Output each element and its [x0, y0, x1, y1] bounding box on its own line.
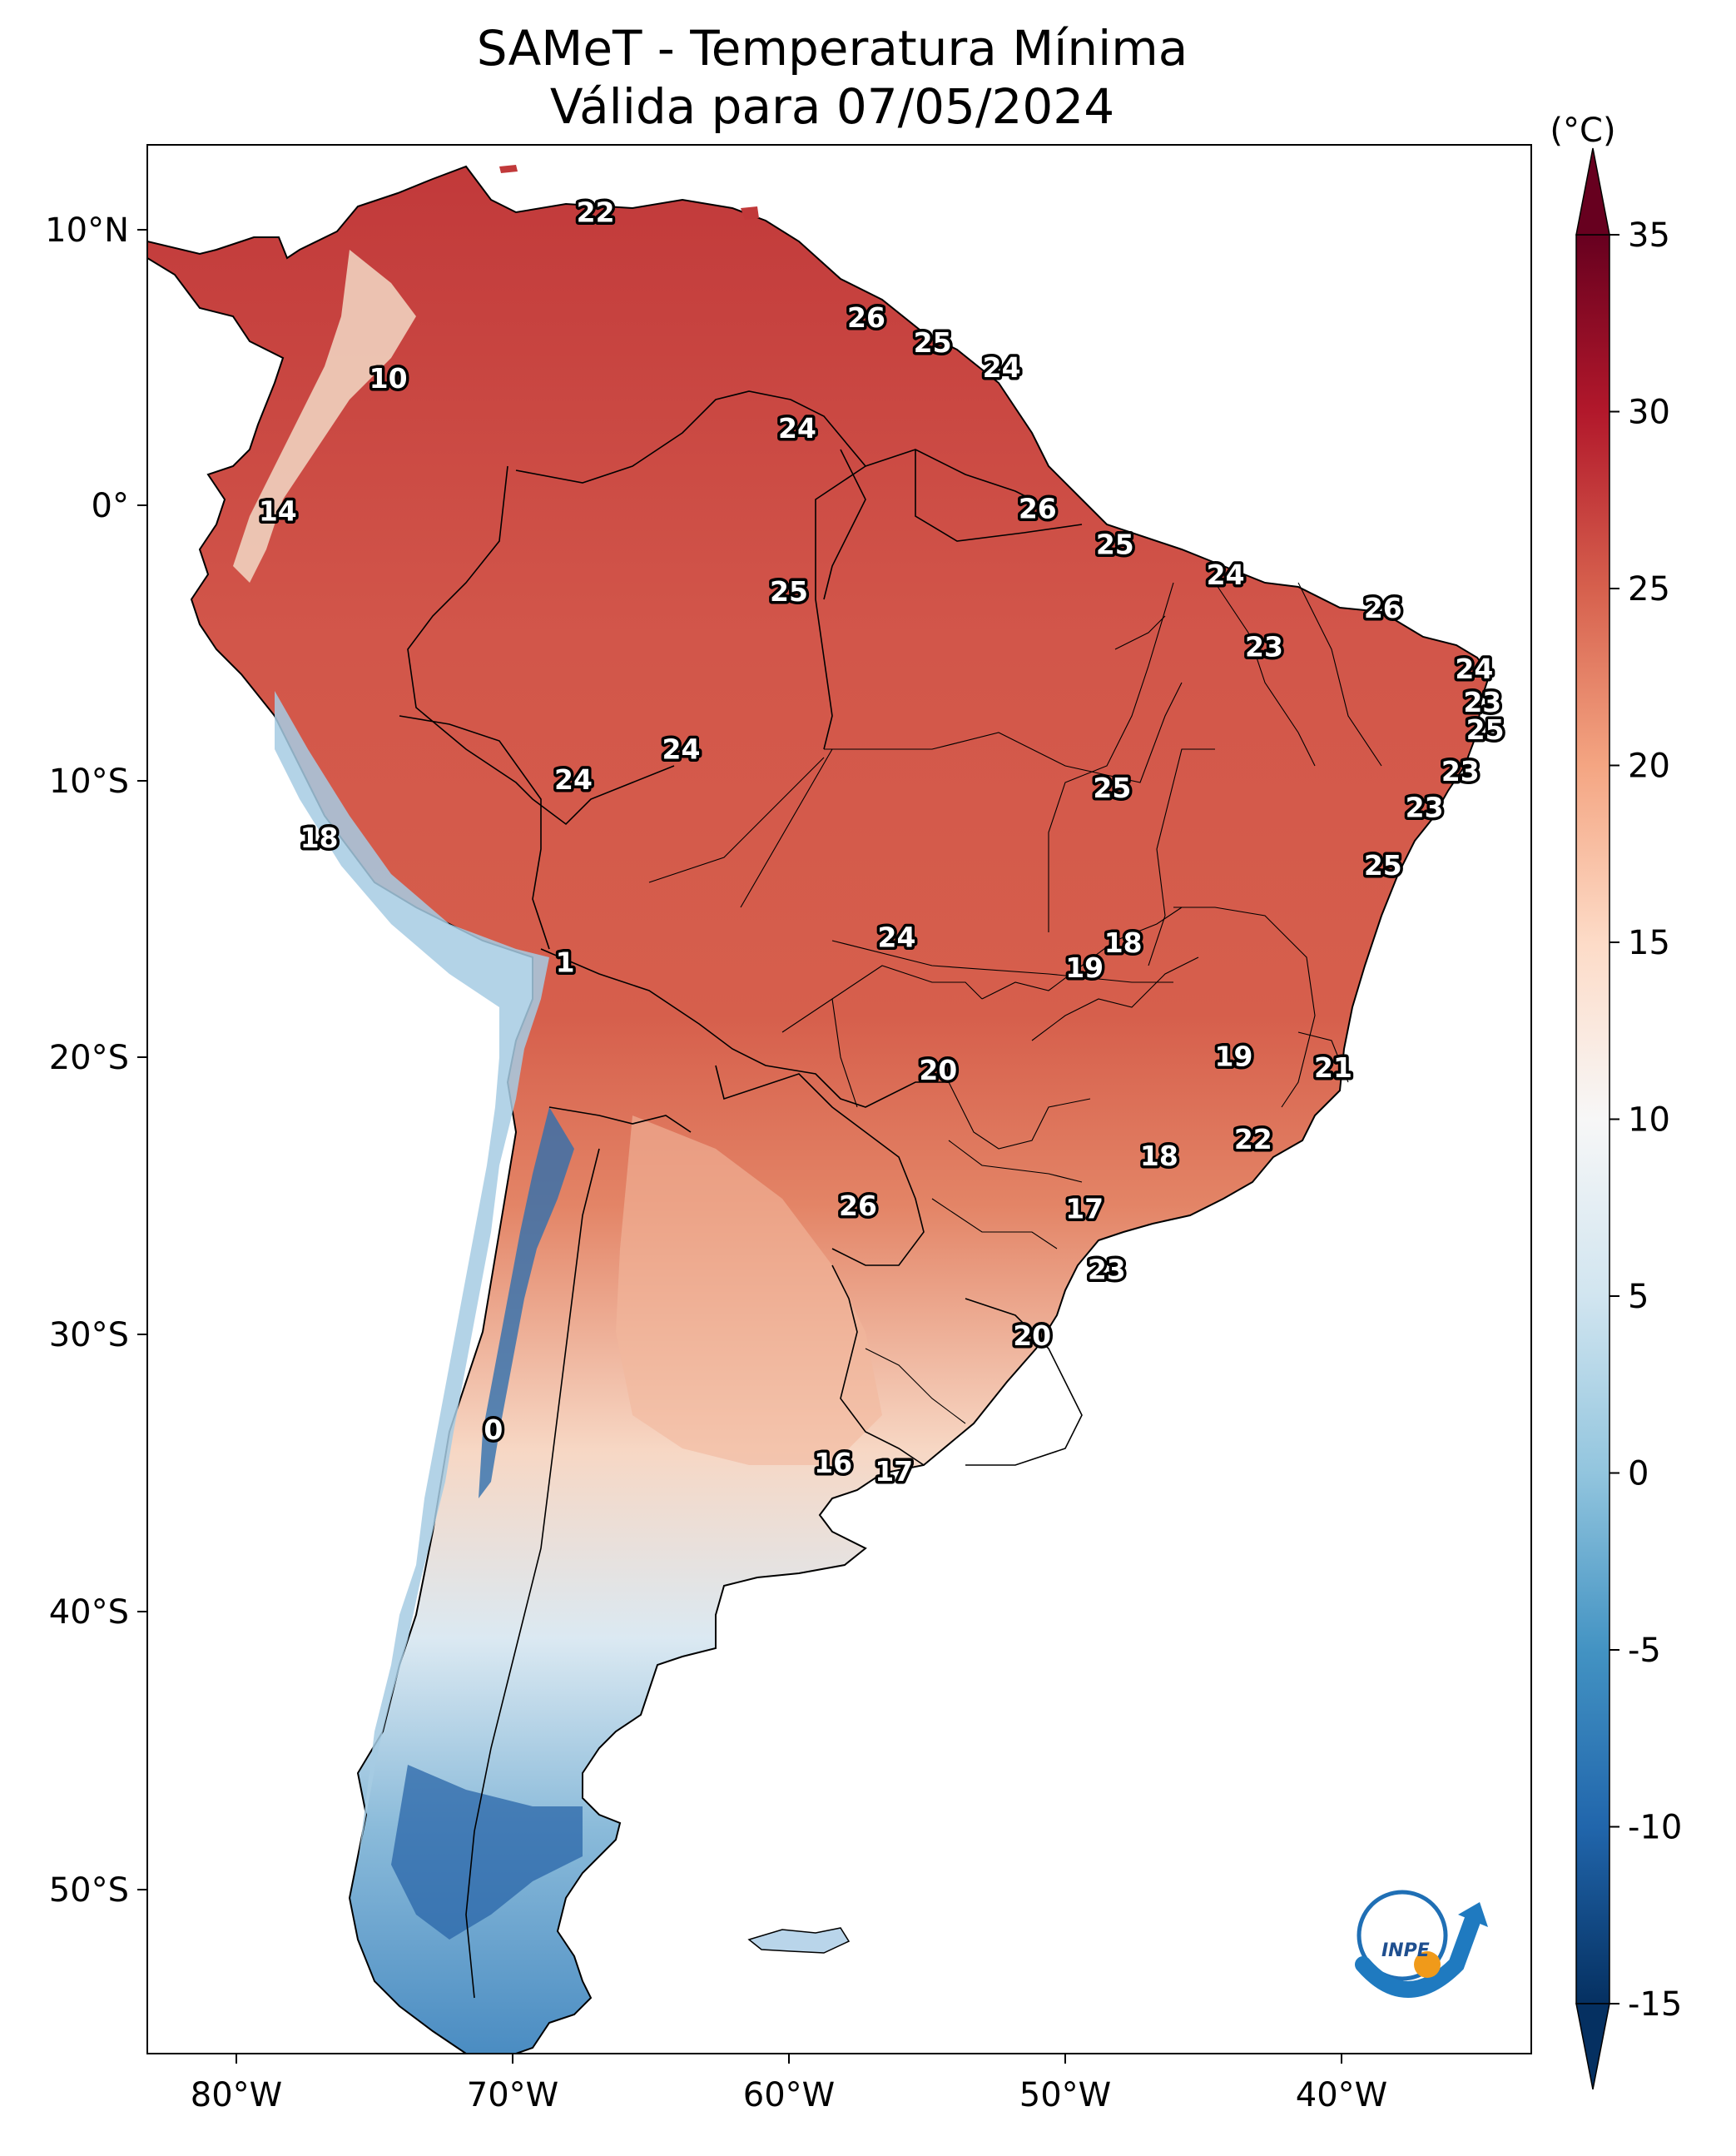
station-label: 20: [1013, 1319, 1051, 1352]
station-label: 23: [1463, 686, 1501, 718]
station-label: 0: [484, 1413, 503, 1446]
station-label: 14: [259, 495, 297, 528]
lat-label: 30°S: [49, 1316, 129, 1354]
colorbar-tick-label: 15: [1628, 924, 1670, 962]
map-title: SAMeT - Temperatura Mínima: [477, 20, 1188, 77]
station-label: 25: [914, 326, 952, 359]
station-label: 24: [554, 763, 593, 796]
lat-label: 20°S: [49, 1039, 129, 1077]
station-label: 22: [577, 196, 615, 229]
station-label: 25: [1364, 849, 1402, 882]
station-label: 24: [878, 922, 916, 954]
station-label: 19: [1215, 1041, 1253, 1073]
colorbar-tick-label: 30: [1628, 394, 1670, 432]
station-label: 1: [556, 946, 575, 979]
colorbar-min-extend: [1575, 2003, 1610, 2090]
colorbar-tick-label: -10: [1628, 1809, 1682, 1847]
inpe-logo-text: INPE: [1381, 1940, 1430, 1961]
colorbar-ticks: 35 30 25 20 15 10 5 0 -5 -10 -15: [1610, 216, 1682, 2024]
station-label: 17: [875, 1455, 913, 1488]
argentina-warm-transition: [616, 1115, 882, 1465]
colombia-andes-cool: [233, 250, 416, 583]
andes-cool-band: [275, 691, 549, 1865]
station-label: 25: [1466, 713, 1505, 746]
colorbar-tick-label: 10: [1628, 1101, 1670, 1140]
station-label: 21: [1314, 1051, 1352, 1084]
lat-label: 10°S: [49, 763, 129, 801]
station-label: 26: [1364, 592, 1402, 624]
station-label: 24: [1455, 653, 1493, 685]
station-label: 24: [778, 412, 816, 445]
lon-label: 60°W: [743, 2076, 835, 2114]
colorbar: (°C) 35 30 25 20 15 10 5 0 -5 -10 -15: [1550, 112, 1682, 2090]
station-label: 23: [1406, 791, 1444, 823]
station-label: 26: [839, 1190, 877, 1222]
station-label: 16: [814, 1447, 852, 1479]
country-borders: [399, 390, 1083, 1999]
station-label: 24: [662, 733, 701, 766]
station-label: 23: [1245, 631, 1283, 663]
station-label: 22: [1234, 1123, 1272, 1155]
patagonia-cold-area: [391, 1765, 583, 1940]
station-label: 20: [919, 1054, 957, 1086]
colorbar-tick-label: 35: [1628, 216, 1670, 255]
station-label: 24: [983, 351, 1021, 384]
colorbar-max-extend: [1575, 147, 1610, 236]
station-label: 17: [1065, 1192, 1104, 1225]
lon-label: 80°W: [191, 2076, 282, 2114]
map-subtitle: Válida para 07/05/2024: [550, 78, 1114, 135]
colorbar-tick-label: 25: [1628, 570, 1670, 609]
state-borders: [648, 582, 1382, 1424]
station-label: 23: [1088, 1253, 1126, 1285]
station-label: 18: [1104, 926, 1143, 959]
colorbar-tick-label: 5: [1628, 1278, 1649, 1316]
station-label: 26: [1019, 492, 1057, 524]
lat-label: 40°S: [49, 1593, 129, 1632]
lat-axis: 10°N 0° 10°S 20°S 30°S 40°S 50°S: [45, 211, 147, 1910]
lon-label: 70°W: [467, 2076, 558, 2114]
station-label: 25: [770, 575, 808, 608]
lon-label: 40°W: [1296, 2076, 1387, 2114]
colorbar-tick-label: 20: [1628, 748, 1670, 786]
axes-border: [146, 144, 1532, 2054]
station-label: 10: [370, 362, 408, 395]
station-label: 24: [1207, 559, 1245, 591]
colorbar-unit: (°C): [1550, 112, 1615, 150]
station-label: 19: [1065, 951, 1104, 984]
lon-label: 50°W: [1019, 2076, 1111, 2114]
station-label: 25: [1093, 772, 1131, 804]
colorbar-tick-label: 0: [1628, 1455, 1649, 1493]
falkland-islands: [747, 1927, 851, 1954]
station-label: 18: [1140, 1140, 1178, 1172]
station-label: 26: [847, 301, 885, 334]
lon-axis: 80°W 70°W 60°W 50°W 40°W: [191, 2054, 1387, 2114]
station-label: 23: [1441, 755, 1480, 787]
lat-label: 0°: [92, 487, 129, 525]
colorbar-tick-label: -5: [1628, 1632, 1661, 1670]
station-label: 25: [1096, 529, 1134, 561]
andes-cold-core: [479, 1107, 574, 1498]
colorbar-tick-label: -15: [1628, 1985, 1682, 2024]
station-label: 18: [300, 822, 339, 854]
lat-label: 50°S: [49, 1871, 129, 1910]
lat-label: 10°N: [45, 211, 129, 250]
inpe-logo: INPE: [1355, 1890, 1488, 1998]
